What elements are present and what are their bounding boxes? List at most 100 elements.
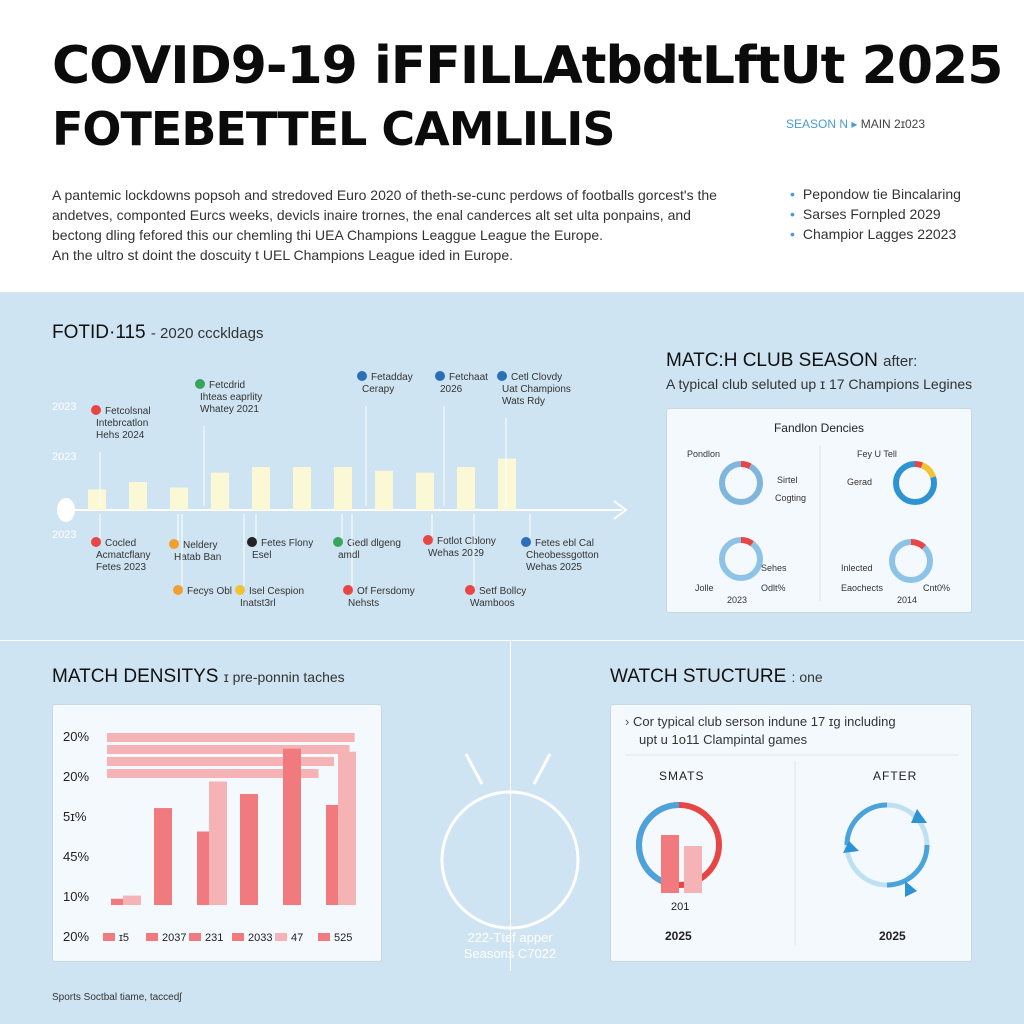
timeline-bar (457, 467, 475, 510)
event-label: Whatey 2021 (200, 404, 259, 415)
timeline-bar (211, 472, 229, 510)
match-density-title: MATCH DENSITYS ɪ pre-ponnin taches (52, 666, 345, 688)
event-label: 2026 (440, 384, 463, 395)
backdrop-bar (107, 733, 355, 742)
smats-bar (684, 846, 702, 893)
event-label: Fecys Obl (187, 586, 232, 597)
timeline-bar (170, 487, 188, 510)
watch-structure-title: WATCH STUCTURE : one (610, 666, 823, 688)
event-label: Fetes ebl Cal (535, 538, 594, 549)
event-label: Esel (252, 550, 271, 561)
event-icon (465, 585, 475, 595)
donut-label: Sirtel (777, 475, 798, 485)
match-density-title-sub: ɪ pre-ponnin taches (223, 669, 345, 685)
x-tick-label: 2037 (162, 932, 186, 944)
event-label: Cocled (105, 538, 136, 549)
event-label: Wehas 2029 (428, 548, 484, 559)
density-bar (283, 748, 301, 905)
event-label: Hehs 2024 (96, 430, 145, 441)
donut-year: 2023 (727, 595, 747, 605)
donut-slice (893, 461, 937, 505)
event-label: Inatst3rl (240, 598, 276, 609)
legend-swatch (189, 933, 201, 941)
event-label: Neldery (183, 540, 217, 551)
season-label: SEASON N ▸ MAIN 2ɪ023 (786, 117, 925, 131)
backdrop-bar (107, 769, 319, 778)
event-label: Intebrcatlon (96, 418, 148, 429)
density-bar (338, 751, 356, 905)
event-icon (343, 585, 353, 595)
event-label: Wats Rdy (502, 396, 545, 407)
watch-structure-desc-text: Cor typical club serson indune 17 ɪg inc… (632, 714, 896, 729)
y-tick-label: 10% (63, 889, 89, 904)
bullet-item: Sarses Fornpled 2029 (790, 204, 961, 224)
timeline-y-label: 2023 (52, 451, 76, 463)
event-label: Fetcolsnal (105, 406, 151, 417)
event-icon (195, 379, 205, 389)
smats-value: 201 (671, 901, 690, 913)
event-label: Hatab Ban (174, 552, 221, 563)
smats-year: 2025 (665, 929, 692, 943)
watch-structure-title-sub: : one (791, 669, 823, 685)
donut-label: Sehes (761, 563, 787, 573)
donut-label: Inlected (841, 563, 873, 573)
season-prefix: SEASON N ▸ (786, 117, 858, 131)
donut-year: 2014 (897, 595, 917, 605)
donut-slice (719, 461, 763, 505)
event-icon (333, 537, 343, 547)
footer-source: Sports Soctbal tiame, taccedʃ (52, 992, 182, 1003)
donut-label: Pondlon (687, 449, 720, 459)
match-club-title: MATC:H CLUB SEASON after: (666, 350, 917, 372)
event-label: Isel Cespion (249, 586, 304, 597)
event-icon (91, 405, 101, 415)
timeline-y-label: 2023 (52, 401, 76, 413)
center-caption: 222-Ttef apper Seasons C7022 (430, 930, 590, 962)
event-label: Gedl dlgeng (347, 538, 401, 549)
x-tick-label: 231 (205, 932, 223, 944)
y-tick-label: 45% (63, 849, 89, 864)
event-label: Fotlot Cblony (437, 536, 496, 547)
donut-label: Eaochects (841, 583, 884, 593)
event-label: Nehsts (348, 598, 379, 609)
timeline-bar (334, 467, 352, 510)
event-label: Fetchaat (449, 372, 488, 383)
section-divider-vertical (510, 641, 511, 971)
donut-charts: Pondlon Sirtel Cogting Fey U Tell Gerad Sehes… (687, 445, 950, 605)
smats-ring-blue (635, 802, 680, 888)
timeline-bar (375, 470, 393, 510)
donut-label: Gerad (847, 477, 872, 487)
donut-label: Cnt0% (923, 583, 950, 593)
event-label: Wehas 2025 (526, 562, 582, 573)
backdrop-bar (107, 745, 350, 754)
center-caption-line: 222-Ttef apper (467, 930, 553, 945)
page-title: COVID9-19 iFFILLAtbdtLftUt 2025 (52, 36, 1003, 96)
header: COVID9-19 iFFILLAtbdtLftUt 2025 FOTEBETT… (0, 0, 1024, 292)
event-label: Cetl Clovdy (511, 372, 562, 383)
event-icon (423, 535, 433, 545)
arrow-icon (613, 500, 628, 520)
donut-label: Odlt% (761, 583, 786, 593)
smats-bar (661, 835, 679, 893)
timeline-bar (88, 489, 106, 510)
event-label: Fetes 2023 (96, 562, 146, 573)
watch-structure-card: › Cor typical club serson indune 17 ɪg i… (610, 704, 972, 962)
bullet-item: Champior Lagges 22023 (790, 224, 961, 244)
match-club-title-sub: after: (883, 353, 918, 370)
timeline-bar (498, 458, 516, 510)
fandlon-card: Fandlon Dencies Pondlon Sirtel Cogting Fey … (666, 408, 972, 613)
after-ring-arc (886, 844, 930, 888)
timeline-title: FOTID·115 - 2020 ccckldags (52, 322, 263, 344)
y-tick-label: 20% (63, 769, 89, 784)
event-label: Setf Bollcy (479, 586, 526, 597)
density-bar (111, 898, 129, 905)
page-subtitle: FOTEBETTEL CAMLILIS (52, 102, 615, 156)
intro-line: andetves, componted Eurcs weeks, devicls… (52, 207, 691, 223)
backdrop-bar (107, 757, 335, 766)
intro-line: bectong dling fefored this our chemling … (52, 227, 604, 243)
event-icon (91, 537, 101, 547)
after-label: AFTER (873, 769, 918, 783)
event-label: Uat Champions (502, 384, 571, 395)
watch-structure-graphics (625, 754, 959, 945)
watch-structure-description: › Cor typical club serson indune 17 ɪg i… (625, 713, 955, 749)
